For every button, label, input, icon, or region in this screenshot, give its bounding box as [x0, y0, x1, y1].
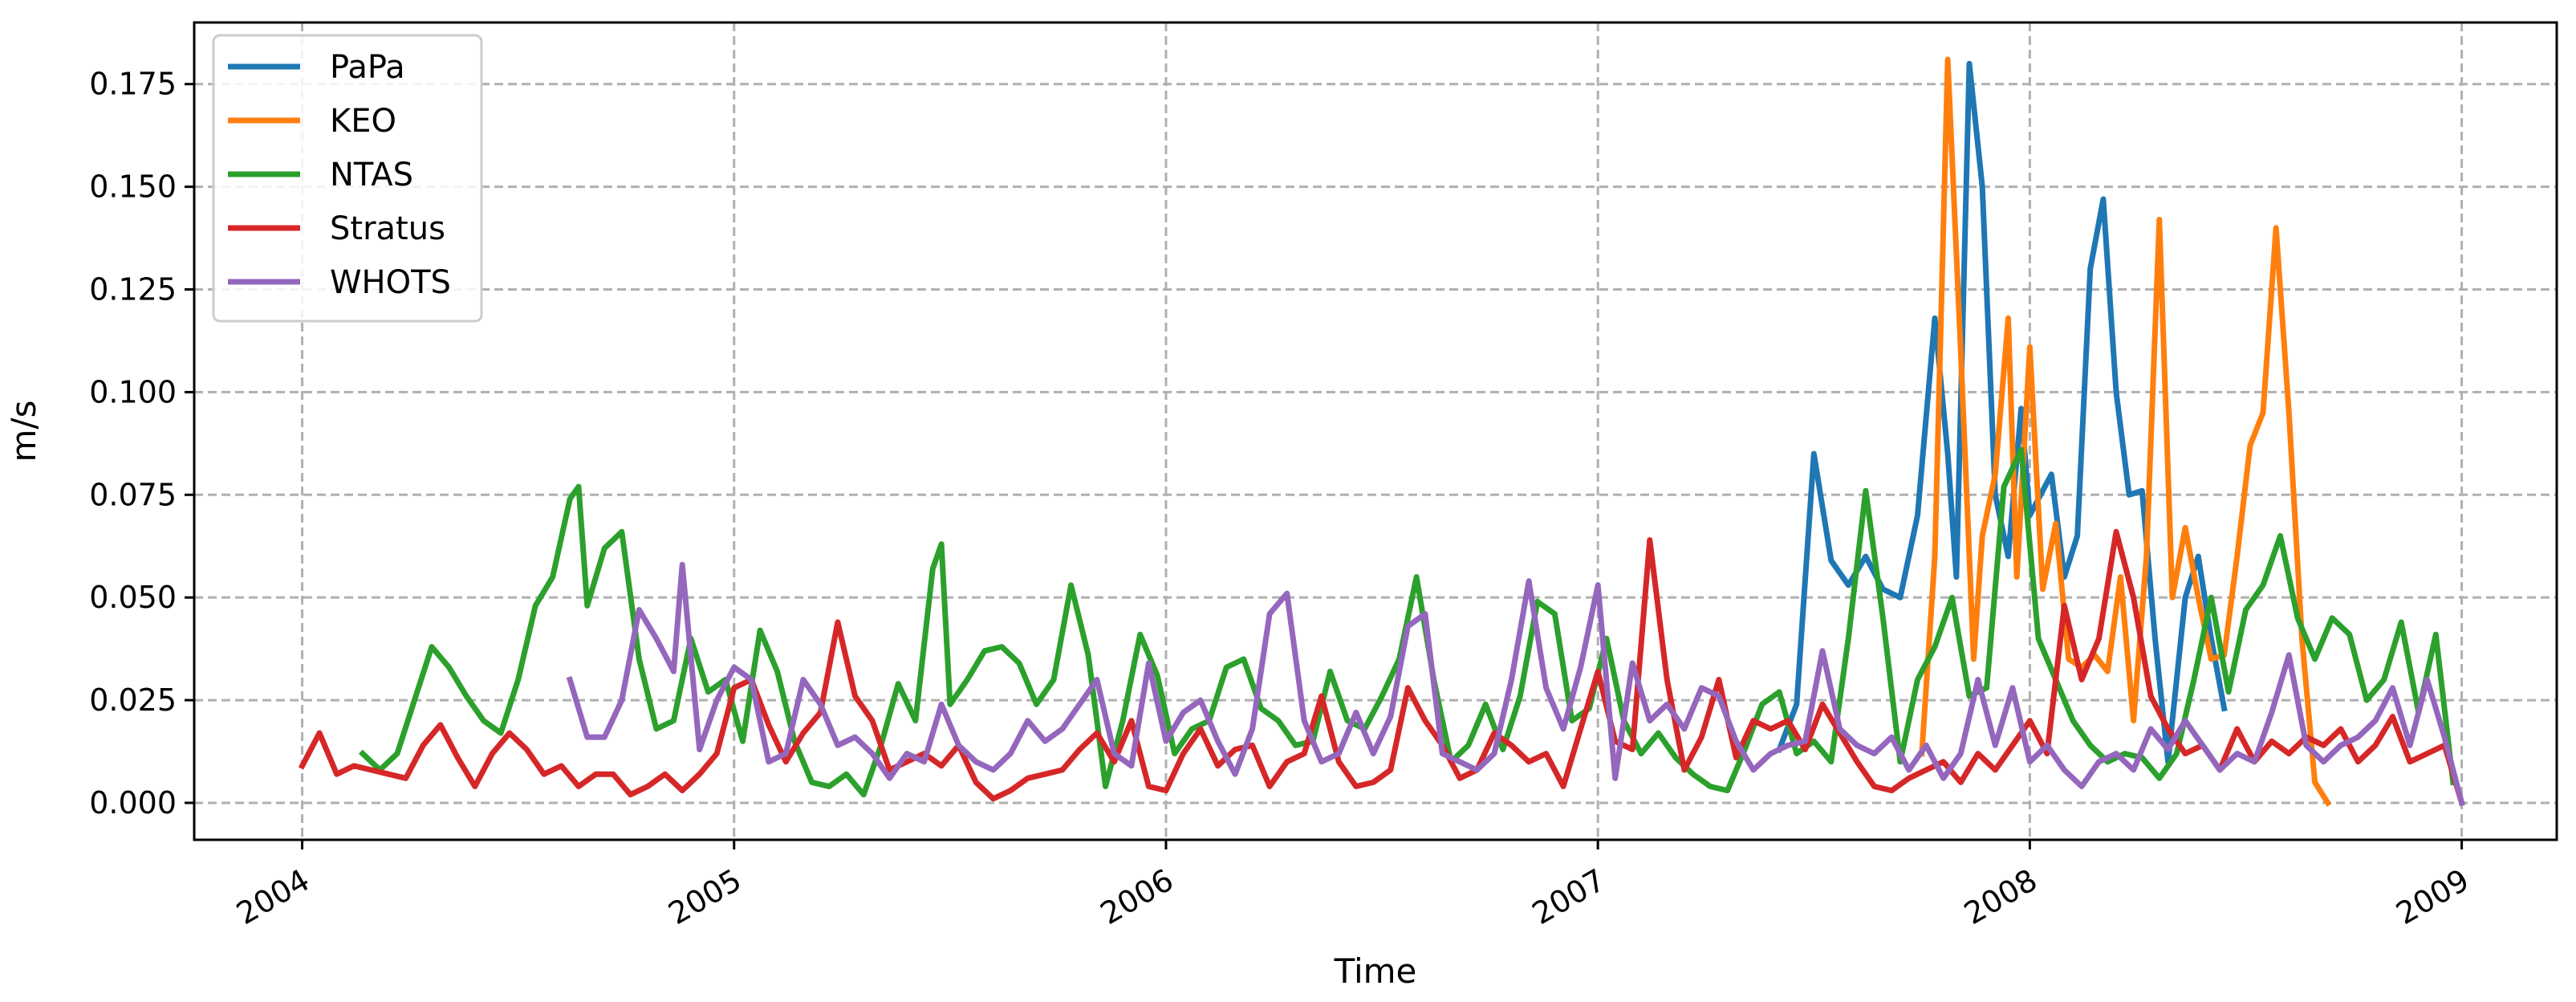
legend-label-ntas: NTAS: [330, 157, 413, 193]
legend-label-stratus: Stratus: [330, 210, 445, 247]
plot-frame: [193, 21, 2558, 841]
series-line-whots: [566, 561, 2465, 807]
legend-box: [212, 34, 483, 323]
series-line-papa: [1775, 60, 2228, 765]
legend-label-keo: KEO: [330, 103, 396, 140]
series-lines: [298, 56, 2465, 807]
y-tick-label: 0.175: [89, 67, 177, 102]
legend-label-whots: WHOTS: [330, 264, 451, 301]
y-tick-label: 0.075: [89, 477, 177, 512]
y-axis-title: m/s: [4, 401, 43, 462]
series-line-stratus: [298, 528, 2465, 807]
y-tick-label: 0.025: [89, 682, 177, 718]
y-tick-label: 0.125: [89, 272, 177, 308]
x-axis-title: Time: [1334, 951, 1417, 991]
legend: PaPa KEO NTAS Stratus WHOTS: [212, 34, 483, 323]
y-tick-label: 0.000: [89, 785, 177, 821]
series-line-ntas: [358, 446, 2456, 798]
series-line-keo: [1919, 56, 2332, 807]
legend-label-papa: PaPa: [330, 49, 405, 86]
y-tick-label: 0.150: [89, 169, 177, 205]
y-tick-label: 0.050: [89, 580, 177, 615]
y-tick-label: 0.100: [89, 374, 177, 409]
